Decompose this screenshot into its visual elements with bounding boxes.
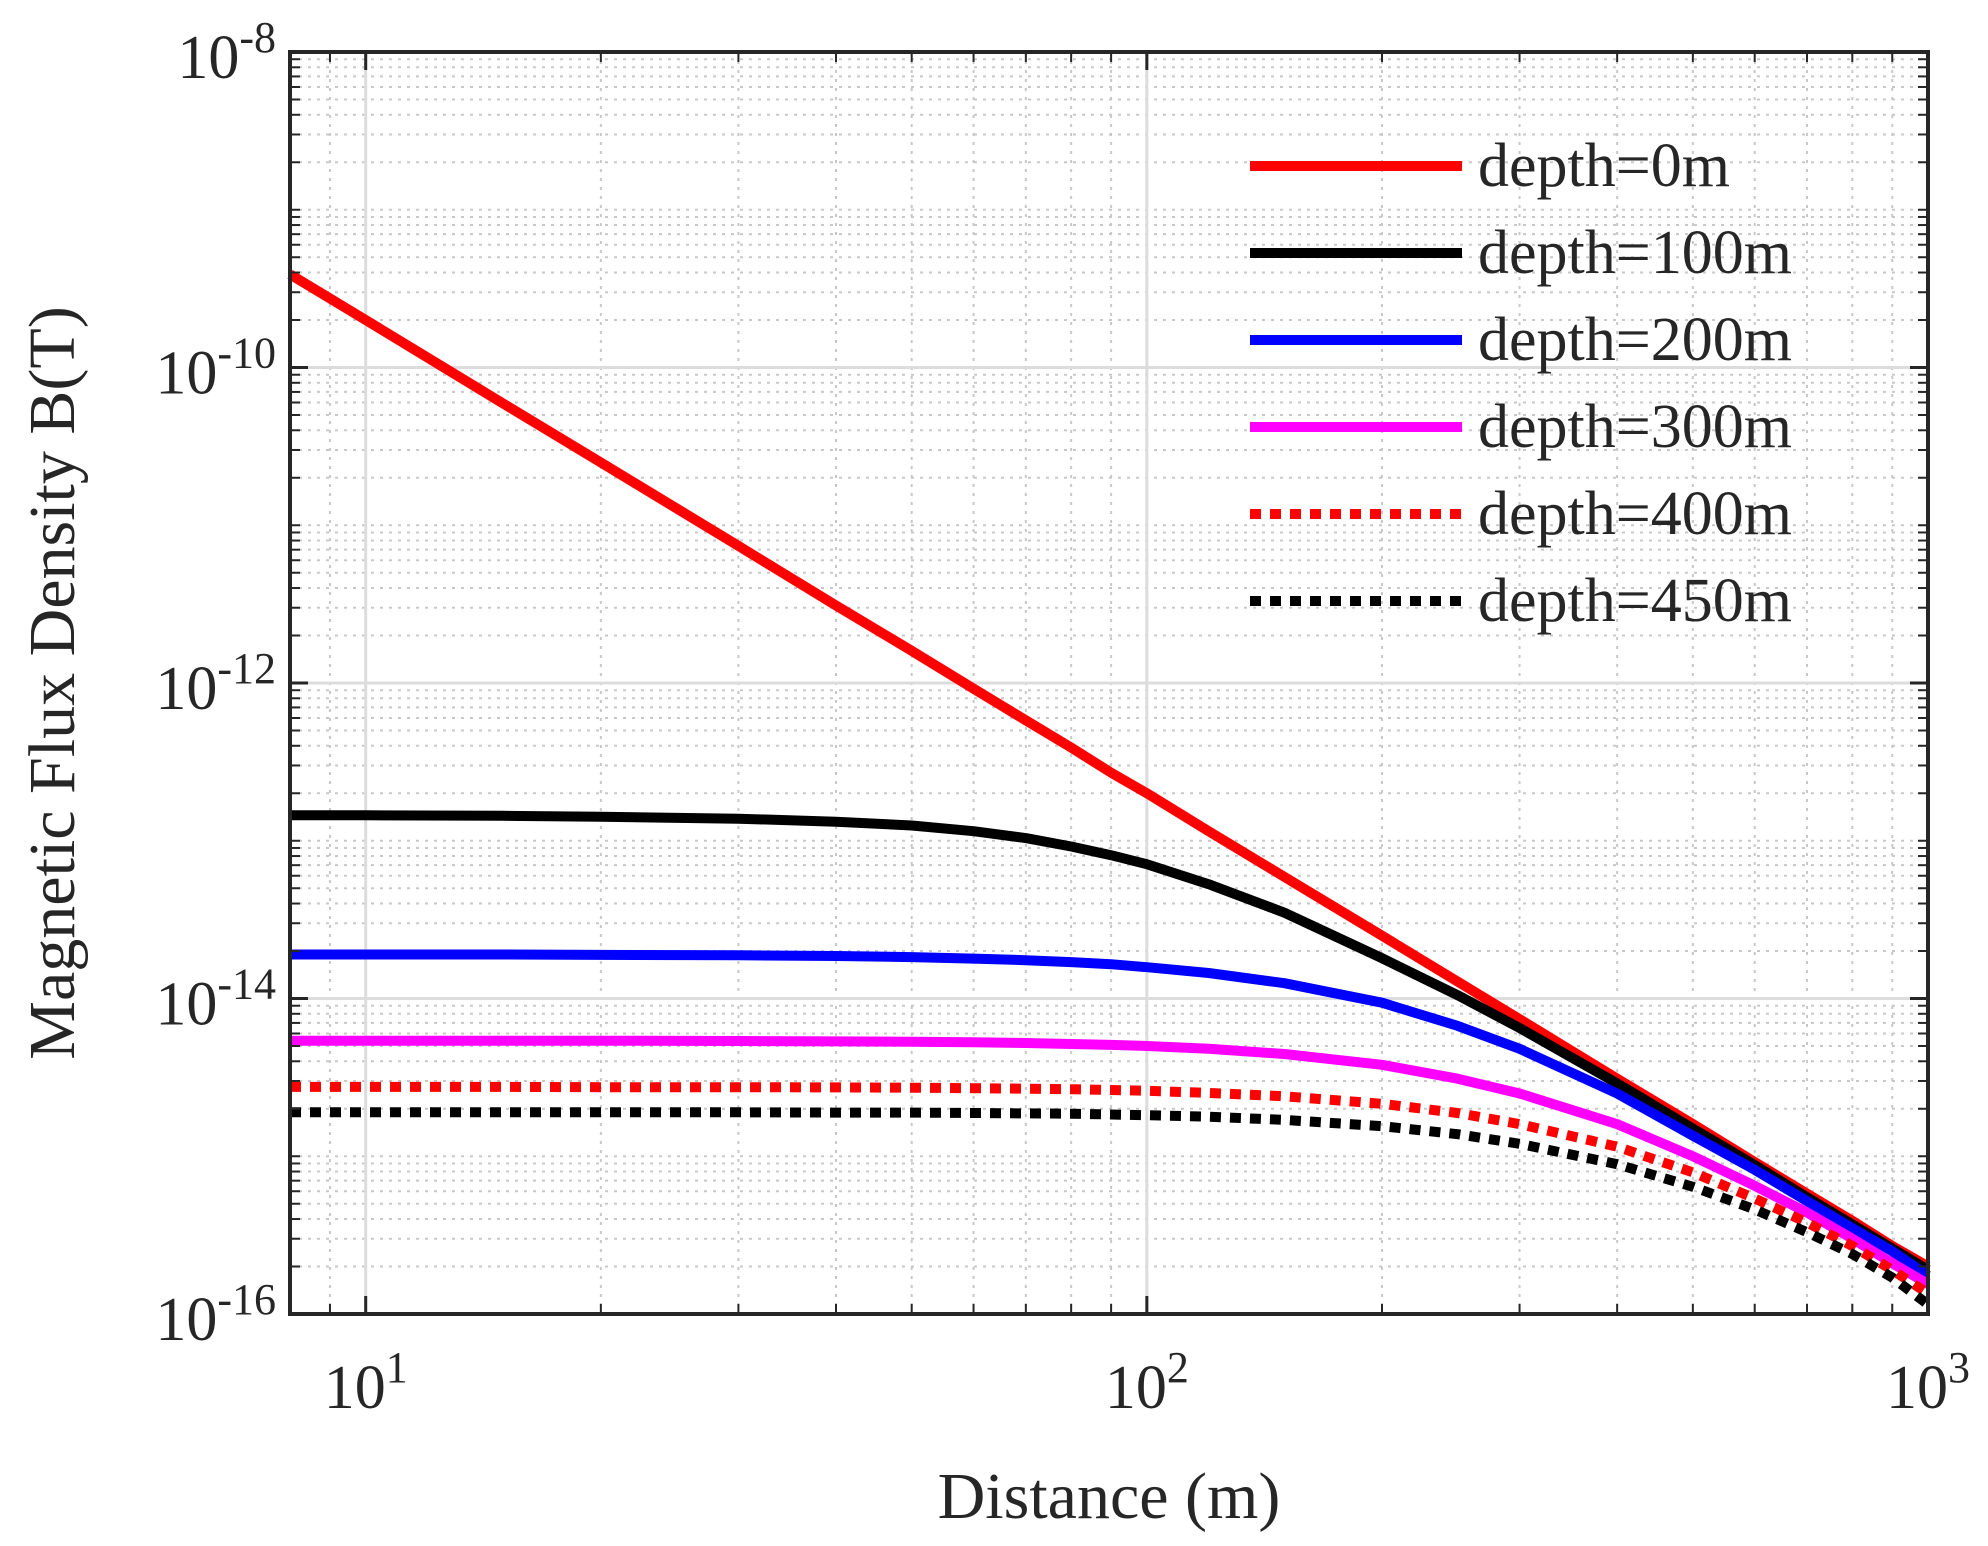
x-tick-label-exponent: 3 [1948,1343,1970,1392]
legend-label-6: depth=450m [1478,567,1792,635]
x-tick-label-exponent: 1 [386,1343,408,1392]
y-tick-label-base: 10 [155,655,217,723]
legend-label-4: depth=300m [1478,393,1792,461]
legend: depth=0m depth=100m depth=200m depth=300m de… [1250,132,1792,635]
series-layer [287,270,1932,1309]
x-tick-label-base: 10 [1105,1354,1167,1422]
legend-label-5: depth=400m [1478,480,1792,548]
x-tick-label: 103 [1886,1343,1970,1422]
series-line-6 [290,1107,1932,1309]
y-tick-label: 10-16 [155,1275,276,1354]
y-tick-label-base: 10 [155,1286,217,1354]
legend-label-3: depth=200m [1478,306,1792,374]
axes-frame [288,50,1930,1316]
y-tick-label-base: 10 [155,340,217,408]
y-tick-label-exponent: -12 [217,644,276,693]
legend-label-1: depth=0m [1478,132,1730,200]
series-line-4 [290,1035,1931,1289]
y-tick-label-exponent: -8 [239,13,276,62]
series-line-3 [290,949,1931,1280]
x-tick-label-exponent: 2 [1167,1343,1189,1392]
y-tick-label: 10-8 [177,13,276,92]
major-grid [290,52,1928,1314]
y-tick-label: 10-14 [155,960,276,1039]
y-tick-label: 10-12 [155,644,276,723]
x-tick-labels: 101 102 103 [324,1343,1970,1422]
x-tick-label: 101 [324,1343,408,1422]
legend-label-2: depth=100m [1478,219,1792,287]
series-line-5 [290,1081,1931,1298]
x-axis-label: Distance (m) [938,1460,1281,1533]
y-tick-label-base: 10 [177,24,239,92]
y-tick-label: 10-10 [155,329,276,408]
x-tick-label-base: 10 [324,1354,386,1422]
y-axis-label: Magnetic Flux Density B(T) [16,306,89,1059]
y-tick-label-exponent: -10 [217,329,276,378]
x-tick-label-base: 10 [1886,1354,1948,1422]
y-tick-label-base: 10 [155,971,217,1039]
x-tick-label: 102 [1105,1343,1189,1422]
y-tick-label-exponent: -14 [217,960,276,1009]
y-tick-label-exponent: -16 [217,1275,276,1324]
